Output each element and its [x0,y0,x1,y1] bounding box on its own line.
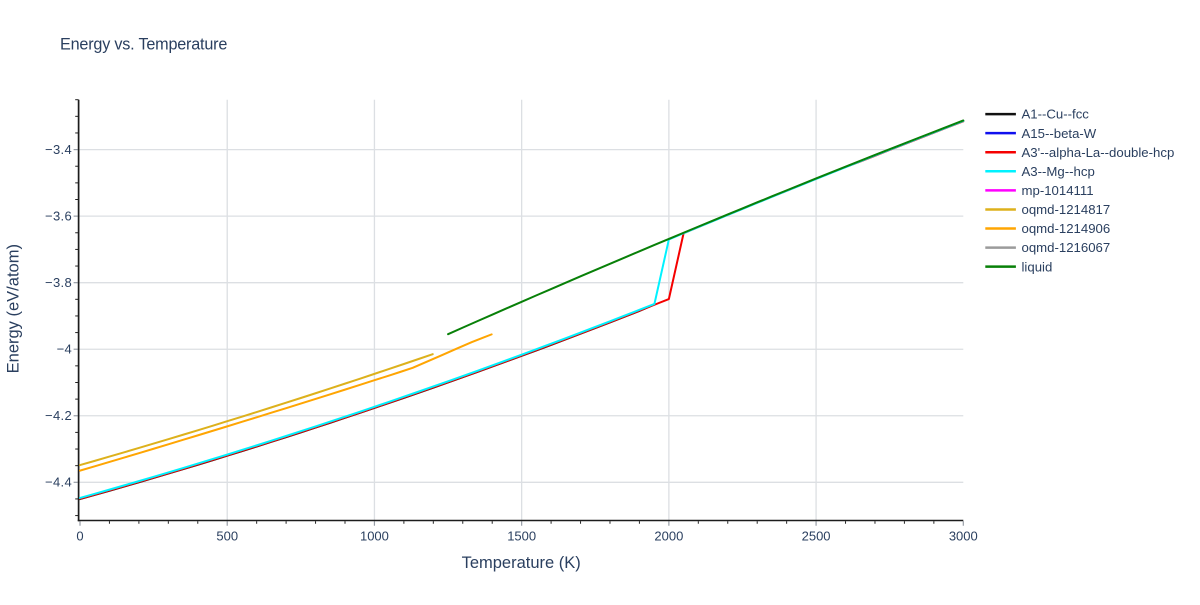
svg-text:Energy (eV/atom): Energy (eV/atom) [5,244,23,373]
svg-text:A15--beta-W: A15--beta-W [1022,126,1097,141]
svg-text:A1--Cu--fcc: A1--Cu--fcc [1022,107,1090,122]
svg-text:−3.6: −3.6 [45,209,72,224]
svg-text:Temperature (K): Temperature (K) [462,554,581,572]
svg-text:−4.4: −4.4 [45,475,72,490]
svg-text:oqmd-1216067: oqmd-1216067 [1022,240,1111,255]
svg-text:1500: 1500 [507,528,536,543]
svg-text:1000: 1000 [360,528,389,543]
svg-text:liquid: liquid [1022,259,1053,274]
svg-text:0: 0 [76,528,83,543]
svg-text:2500: 2500 [802,528,831,543]
svg-text:A3'--alpha-La--double-hcp: A3'--alpha-La--double-hcp [1022,145,1175,160]
svg-text:mp-1014111: mp-1014111 [1022,183,1094,198]
svg-text:−4.2: −4.2 [45,408,72,423]
svg-text:Energy vs. Temperature: Energy vs. Temperature [60,36,227,54]
svg-text:500: 500 [216,528,238,543]
svg-text:oqmd-1214817: oqmd-1214817 [1022,202,1111,217]
svg-text:−4: −4 [57,342,73,357]
svg-text:−3.8: −3.8 [45,275,72,290]
svg-text:oqmd-1214906: oqmd-1214906 [1022,221,1111,236]
svg-text:−3.4: −3.4 [45,142,72,157]
svg-text:A3--Mg--hcp: A3--Mg--hcp [1022,164,1095,179]
svg-text:3000: 3000 [949,528,978,543]
svg-text:2000: 2000 [654,528,683,543]
